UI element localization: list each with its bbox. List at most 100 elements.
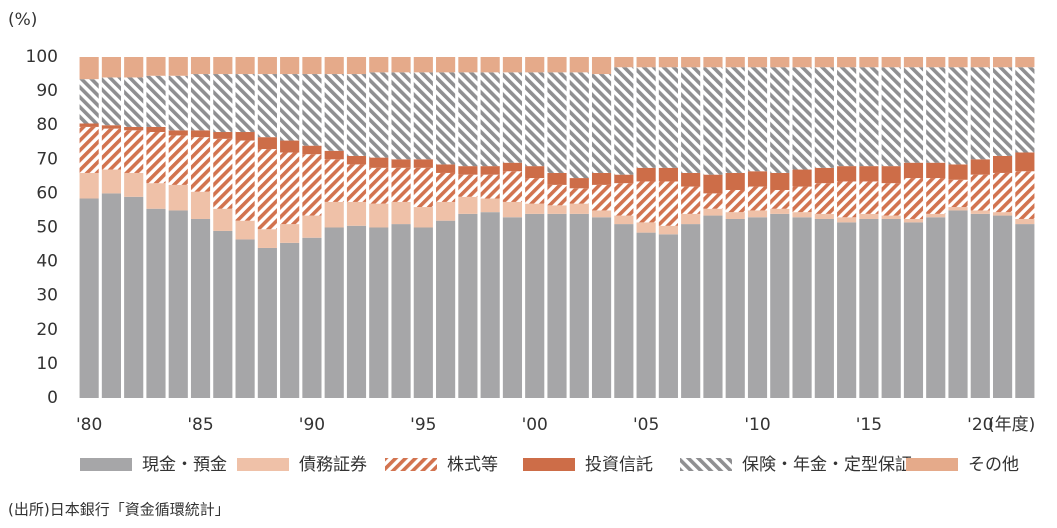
bar-segment bbox=[302, 145, 322, 155]
bar-segment bbox=[993, 172, 1013, 213]
bar-segment bbox=[391, 72, 411, 160]
bar-segment bbox=[480, 198, 500, 213]
bar-segment bbox=[614, 224, 634, 398]
bar-segment bbox=[146, 208, 166, 398]
bar-segment bbox=[213, 57, 233, 75]
bar-segment bbox=[302, 237, 322, 398]
y-tick-label: 100 bbox=[26, 47, 58, 67]
bar-segment bbox=[903, 57, 924, 68]
bar-segment bbox=[257, 57, 277, 75]
bar-segment bbox=[280, 152, 300, 225]
bar-segment bbox=[837, 181, 857, 218]
bar-segment bbox=[213, 132, 233, 139]
bar-segment bbox=[703, 174, 723, 194]
bar-segment bbox=[591, 74, 612, 173]
bar-segment bbox=[436, 72, 456, 165]
bar-segment bbox=[346, 164, 367, 202]
bar-segment bbox=[547, 72, 567, 173]
bar-segment bbox=[658, 67, 678, 168]
bar-segment bbox=[658, 234, 678, 398]
bar-segment bbox=[926, 217, 946, 398]
bar-segment bbox=[703, 67, 723, 175]
bar-segment bbox=[1015, 57, 1035, 68]
bar-segment bbox=[391, 159, 411, 168]
bar-segment bbox=[636, 222, 656, 233]
bar-segment bbox=[837, 67, 857, 167]
bar-segment bbox=[681, 57, 701, 68]
bar-segment bbox=[747, 67, 768, 172]
y-axis-label: (%) bbox=[8, 10, 37, 30]
bar-segment bbox=[525, 166, 545, 179]
bar-segment bbox=[747, 217, 768, 398]
bar-segment bbox=[614, 183, 634, 216]
bar-segment bbox=[525, 57, 545, 73]
legend-swatch bbox=[680, 458, 732, 471]
bar-segment bbox=[168, 130, 188, 136]
legend-swatch bbox=[523, 458, 575, 471]
bar-segment bbox=[792, 212, 812, 218]
bar-segment bbox=[725, 218, 745, 398]
bar-segment bbox=[502, 162, 523, 172]
bar-segment bbox=[747, 57, 768, 68]
legend-swatch bbox=[906, 458, 958, 471]
bar-segment bbox=[881, 57, 901, 68]
bar-segment bbox=[79, 198, 99, 398]
bar-segment bbox=[814, 67, 834, 168]
bar-segment bbox=[101, 193, 121, 398]
bar-segment bbox=[324, 201, 344, 228]
bar-segment bbox=[948, 57, 968, 68]
bar-segment bbox=[926, 178, 946, 214]
legend-label: 株式等 bbox=[447, 455, 498, 475]
bar-segment bbox=[747, 186, 768, 211]
bar-segment bbox=[703, 208, 723, 216]
bar-segment bbox=[837, 217, 857, 223]
bar-segment bbox=[636, 232, 656, 398]
bar-segment bbox=[547, 172, 567, 185]
bar-segment bbox=[770, 208, 790, 214]
bar-segment bbox=[213, 138, 233, 209]
bar-segment bbox=[1015, 152, 1035, 172]
y-tick-label: 90 bbox=[36, 81, 58, 101]
bar-segment bbox=[146, 126, 166, 133]
bar-segment bbox=[458, 213, 478, 398]
bar-segment bbox=[881, 67, 901, 167]
bar-segment bbox=[502, 217, 523, 398]
bar-segment bbox=[993, 67, 1013, 156]
bar-segment bbox=[458, 72, 478, 167]
bar-segment bbox=[970, 67, 990, 160]
x-tick-label: '90 bbox=[299, 415, 325, 435]
bar-segment bbox=[658, 181, 678, 226]
bar-segment bbox=[547, 57, 567, 73]
bar-segment bbox=[480, 174, 500, 199]
bar-segment bbox=[814, 213, 834, 219]
legend-swatch bbox=[385, 458, 437, 471]
legend-swatch bbox=[80, 458, 132, 471]
bar-segment bbox=[525, 213, 545, 398]
y-tick-label: 80 bbox=[36, 115, 58, 135]
bar-segment bbox=[970, 210, 990, 214]
legend-label: その他 bbox=[968, 455, 1019, 475]
bar-segment bbox=[725, 67, 745, 173]
bar-segment bbox=[413, 159, 433, 168]
bar-segment bbox=[213, 74, 233, 133]
bar-segment bbox=[302, 154, 322, 216]
bar-segment bbox=[926, 67, 946, 163]
bar-segment bbox=[213, 230, 233, 398]
bar-segment bbox=[792, 186, 812, 213]
legend-label: 現金・預金 bbox=[142, 455, 227, 475]
bar-segment bbox=[993, 212, 1013, 216]
y-tick-label: 10 bbox=[36, 354, 58, 374]
bar-segment bbox=[235, 74, 255, 133]
bar-segment bbox=[413, 72, 433, 160]
bar-segment bbox=[569, 203, 589, 214]
bar-segment bbox=[124, 77, 144, 127]
bar-segment bbox=[502, 72, 523, 163]
bar-segment bbox=[101, 128, 121, 170]
bar-segment bbox=[993, 57, 1013, 68]
bar-segment bbox=[681, 213, 701, 225]
bar-segment bbox=[190, 130, 211, 138]
bar-segment bbox=[948, 164, 968, 180]
bar-segment bbox=[480, 212, 500, 398]
bar-segment bbox=[458, 57, 478, 73]
bar-segment bbox=[681, 224, 701, 398]
